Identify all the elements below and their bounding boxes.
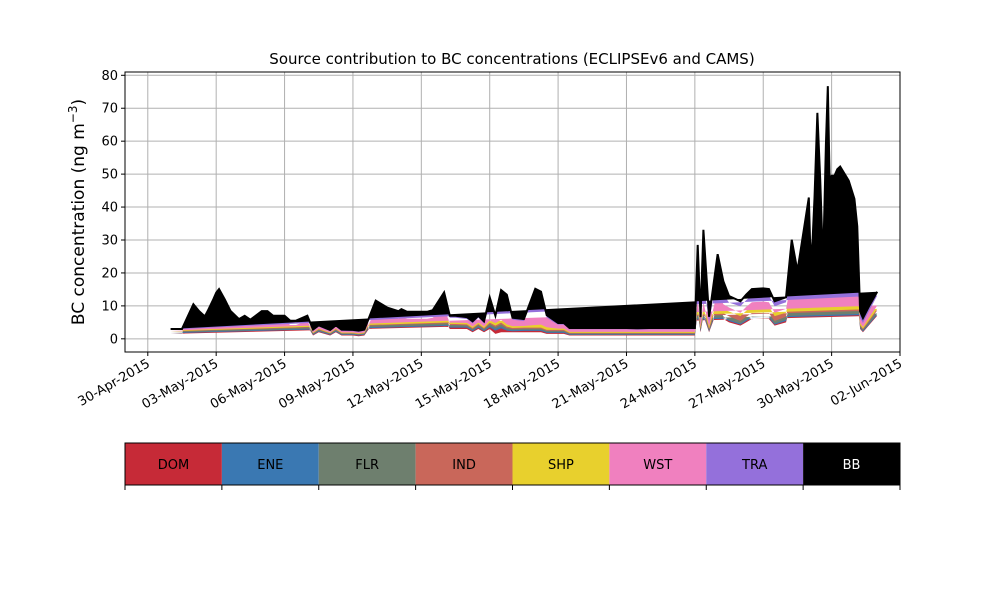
- y-tick-label: 80: [101, 69, 118, 84]
- legend-colorbar: DOM ENE FLR IND SHP WST TRA BB: [124, 442, 901, 490]
- y-tick-label: 60: [101, 135, 118, 150]
- legend-label-ind: IND: [452, 458, 476, 473]
- y-axis-label-superscript: −3: [66, 105, 80, 123]
- legend-swatch-shp: [512, 443, 610, 485]
- y-axis-label-close: ): [69, 99, 89, 106]
- x-tick-label: 24-May-2015: [618, 356, 700, 412]
- x-tick-label: 21-May-2015: [550, 356, 632, 412]
- legend-swatch-wst: [609, 443, 707, 485]
- legend-label-dom: DOM: [158, 458, 189, 473]
- x-tick-label: 18-May-2015: [481, 356, 563, 412]
- chart-title: Source contribution to BC concentrations…: [269, 50, 754, 68]
- y-tick-label: 20: [101, 266, 118, 281]
- grid-lines: [125, 72, 901, 352]
- x-tick-label: 15-May-2015: [413, 356, 495, 412]
- x-tick-label: 03-May-2015: [139, 356, 221, 412]
- x-tick-label: 06-May-2015: [208, 356, 290, 412]
- y-tick-label: 50: [101, 168, 118, 183]
- legend-swatch-ind: [415, 443, 513, 485]
- y-tick-label: 0: [110, 332, 118, 347]
- total-outline-line: [170, 86, 879, 332]
- y-axis-ticks: 0 10 20 30 40 50 60 70 80: [101, 69, 125, 347]
- legend-swatch-bb: [803, 443, 900, 485]
- x-tick-label: 02-Jun-2015: [828, 356, 905, 409]
- y-axis-label-text: BC concentration (ng m: [69, 123, 89, 325]
- x-tick-label: 09-May-2015: [276, 356, 358, 412]
- legend-swatch-flr: [318, 443, 416, 485]
- legend-label-bb: BB: [843, 458, 861, 473]
- x-tick-label: 12-May-2015: [345, 356, 427, 412]
- stacked-areas: [170, 86, 878, 337]
- legend-swatch-tra: [706, 443, 804, 485]
- legend-label-flr: FLR: [355, 458, 379, 473]
- y-tick-label: 30: [101, 234, 118, 249]
- x-tick-label: 27-May-2015: [687, 356, 769, 412]
- y-tick-label: 10: [101, 299, 118, 314]
- legend-label-ene: ENE: [257, 458, 283, 473]
- legend-label-shp: SHP: [548, 458, 574, 473]
- legend-label-tra: TRA: [741, 458, 767, 473]
- x-axis-ticks: 30-Apr-201503-May-201506-May-201509-May-…: [76, 352, 905, 412]
- y-axis-label: BC concentration (ng m−3): [66, 99, 89, 325]
- legend-swatch-ene: [221, 443, 319, 485]
- y-tick-label: 70: [101, 102, 118, 117]
- x-tick-label: 30-May-2015: [755, 356, 837, 412]
- y-tick-label: 40: [101, 201, 118, 216]
- legend-label-wst: WST: [643, 458, 672, 473]
- plot-frame: [124, 71, 901, 353]
- legend-swatch-dom: [125, 443, 222, 485]
